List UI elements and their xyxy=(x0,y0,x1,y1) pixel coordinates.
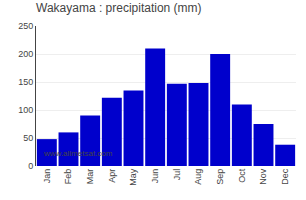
svg-text:0: 0 xyxy=(28,161,33,171)
svg-text:Dec: Dec xyxy=(280,168,290,185)
svg-text:Jan: Jan xyxy=(42,169,52,184)
svg-text:Oct: Oct xyxy=(237,168,247,183)
svg-text:200: 200 xyxy=(18,49,33,59)
svg-text:150: 150 xyxy=(18,77,33,87)
svg-text:Aug: Aug xyxy=(193,169,203,185)
svg-text:Apr: Apr xyxy=(107,169,117,183)
svg-text:www.allmetsat.com: www.allmetsat.com xyxy=(43,149,113,158)
svg-text:50: 50 xyxy=(23,133,33,143)
svg-text:Wakayama : precipitation (mm): Wakayama : precipitation (mm) xyxy=(36,1,202,15)
svg-text:250: 250 xyxy=(18,21,33,31)
svg-text:May: May xyxy=(128,168,138,186)
svg-text:Jul: Jul xyxy=(172,169,182,181)
svg-text:Jun: Jun xyxy=(150,169,160,184)
svg-text:Sep: Sep xyxy=(215,169,225,185)
svg-text:Mar: Mar xyxy=(85,169,95,185)
svg-text:100: 100 xyxy=(18,105,33,115)
svg-text:Nov: Nov xyxy=(258,168,268,185)
svg-text:Feb: Feb xyxy=(63,169,73,185)
